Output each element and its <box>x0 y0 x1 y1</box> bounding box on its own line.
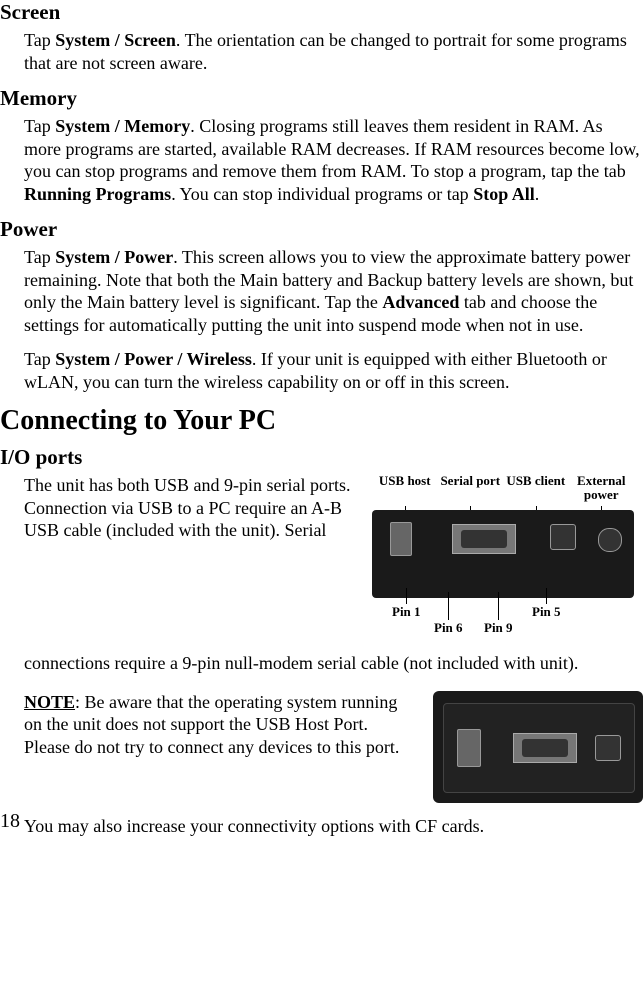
io-note-text: NOTE: Be aware that the operating system… <box>24 691 415 759</box>
label-external-power: External power <box>569 474 635 506</box>
serial-port-icon <box>513 733 577 763</box>
external-power-port-icon <box>598 528 622 552</box>
io-ports-heading: I/O ports <box>0 445 643 470</box>
usb-host-port-icon <box>390 522 412 556</box>
memory-heading: Memory <box>0 86 643 111</box>
usb-client-port-icon <box>550 524 576 550</box>
label-pin-9: Pin 9 <box>484 620 513 636</box>
port-diagram: USB host Serial port USB client External… <box>372 474 634 646</box>
io-text-2: connections require a 9-pin null-modem s… <box>24 652 643 675</box>
label-usb-client: USB client <box>503 474 569 506</box>
usb-host-port-icon <box>457 729 481 767</box>
label-pin-1: Pin 1 <box>392 604 421 620</box>
port-diagram-image <box>372 510 634 598</box>
running-programs-tab: Running Programs <box>24 184 171 204</box>
serial-port-icon <box>452 524 516 554</box>
text: Tap <box>24 349 55 369</box>
label-pin-6: Pin 6 <box>434 620 463 636</box>
memory-tap-path: System / Memory <box>55 116 190 136</box>
power-body-1: Tap System / Power. This screen allows y… <box>24 246 643 336</box>
io-text-1: The unit has both USB and 9-pin serial p… <box>24 474 360 542</box>
stop-all-label: Stop All <box>473 184 535 204</box>
label-pin-5: Pin 5 <box>532 604 561 620</box>
memory-body: Tap System / Memory. Closing programs st… <box>24 115 643 205</box>
note-body: : Be aware that the operating system run… <box>24 692 399 757</box>
io-closing: You may also increase your connectivity … <box>24 815 643 838</box>
text: Tap <box>24 116 55 136</box>
text: Tap <box>24 247 55 267</box>
screen-tap-path: System / Screen <box>55 30 176 50</box>
text: . <box>535 184 540 204</box>
power-heading: Power <box>0 217 643 242</box>
port-photo <box>433 691 643 803</box>
power-body-2: Tap System / Power / Wireless. If your u… <box>24 348 643 393</box>
text: . You can stop individual programs or ta… <box>171 184 473 204</box>
connecting-heading: Connecting to Your PC <box>0 405 643 437</box>
label-serial-port: Serial port <box>438 474 504 506</box>
power-tap-path: System / Power <box>55 247 173 267</box>
text: Tap <box>24 30 55 50</box>
note-label: NOTE <box>24 692 75 712</box>
usb-client-port-icon <box>595 735 621 761</box>
screen-heading: Screen <box>0 0 643 25</box>
screen-body: Tap System / Screen. The orientation can… <box>24 29 643 74</box>
advanced-tab-label: Advanced <box>382 292 459 312</box>
power-wireless-tap-path: System / Power / Wireless <box>55 349 252 369</box>
label-usb-host: USB host <box>372 474 438 506</box>
page-number: 18 <box>0 810 20 833</box>
